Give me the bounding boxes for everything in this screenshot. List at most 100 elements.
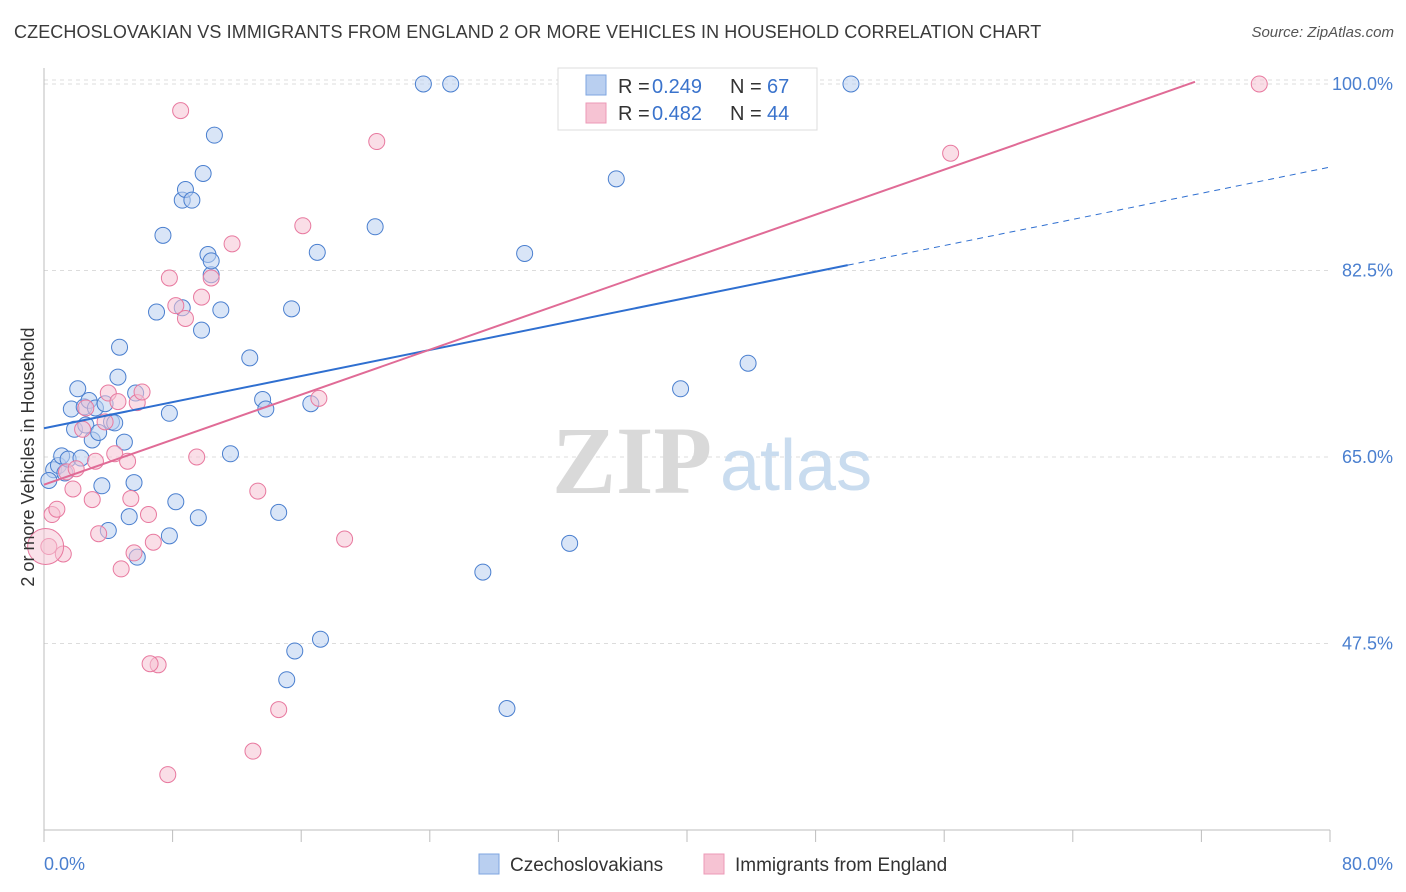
x-tick-labels: 0.0% 80.0%	[44, 854, 1393, 874]
legend-n-label-2: N =	[730, 103, 762, 125]
bottom-legend: Czechoslovakians Immigrants from England	[478, 853, 947, 876]
trend-lines	[43, 80, 1331, 486]
data-point-czechoslovakians	[286, 642, 304, 660]
data-point-england	[77, 399, 95, 417]
data-point-england	[1250, 75, 1268, 93]
data-point-czechoslovakians	[739, 354, 757, 372]
data-point-czechoslovakians	[474, 563, 492, 581]
data-point-czechoslovakians	[672, 380, 690, 398]
data-point-czechoslovakians	[270, 503, 288, 521]
data-point-england	[223, 235, 241, 253]
watermark-atlas: atlas	[720, 426, 872, 506]
data-point-england	[48, 500, 66, 518]
data-point-england	[139, 506, 157, 524]
data-point-czechoslovakians	[221, 445, 239, 463]
bottom-legend-swatch-pink	[703, 853, 725, 875]
data-point-england	[270, 701, 288, 719]
top-legend: R = 0.249 N = 67 R = 0.482 N = 44	[557, 67, 818, 131]
trend-line-czechoslovakians	[43, 264, 848, 430]
chart-title: CZECHOSLOVAKIAN VS IMMIGRANTS FROM ENGLA…	[14, 22, 1042, 42]
data-point-england	[83, 491, 101, 509]
data-point-czechoslovakians	[160, 527, 178, 545]
data-point-england	[159, 766, 177, 784]
data-point-czechoslovakians	[183, 191, 201, 209]
data-point-czechoslovakians	[212, 301, 230, 319]
data-point-czechoslovakians	[193, 321, 211, 339]
data-point-england	[368, 133, 386, 151]
data-point-england	[172, 102, 190, 120]
data-point-czechoslovakians	[148, 303, 166, 321]
data-point-england	[122, 490, 140, 508]
data-point-england	[244, 742, 262, 760]
data-point-czechoslovakians	[607, 170, 625, 188]
data-point-england	[90, 525, 108, 543]
bottom-legend-label-czechoslovakians: Czechoslovakians	[510, 855, 663, 876]
data-point-england	[74, 420, 92, 438]
legend-r-label-2: R =	[618, 103, 650, 125]
x-tick-label: 0.0%	[44, 854, 85, 874]
data-point-england	[125, 544, 143, 562]
data-point-england	[193, 288, 211, 306]
y-tick-label: 100.0%	[1332, 74, 1393, 94]
legend-n-label-1: N =	[730, 76, 762, 98]
data-point-czechoslovakians	[189, 509, 207, 527]
data-point-czechoslovakians	[442, 75, 460, 93]
data-point-czechoslovakians	[842, 75, 860, 93]
y-tick-label: 47.5%	[1342, 633, 1393, 653]
data-point-czechoslovakians	[414, 75, 432, 93]
data-point-england-large	[27, 528, 65, 566]
data-point-czechoslovakians	[125, 474, 143, 492]
data-point-czechoslovakians	[202, 252, 220, 270]
data-point-england	[64, 480, 82, 498]
data-point-czechoslovakians	[278, 671, 296, 689]
y-axis-label: 2 or more Vehicles in Household	[18, 327, 38, 586]
legend-r-value-2: 0.482	[652, 103, 702, 125]
trend-line-england	[43, 80, 1196, 486]
data-point-czechoslovakians	[516, 244, 534, 262]
watermark-zip: ZIP	[552, 407, 712, 514]
legend-r-label-1: R =	[618, 76, 650, 98]
legend-n-value-2: 44	[767, 103, 789, 125]
data-point-czechoslovakians	[115, 433, 133, 451]
data-point-england	[96, 413, 114, 431]
data-point-england	[133, 383, 151, 401]
data-point-czechoslovakians	[241, 349, 259, 367]
data-point-england	[167, 297, 185, 315]
data-point-england	[294, 217, 312, 235]
data-point-england	[249, 482, 267, 500]
watermark: ZIP atlas	[552, 407, 872, 514]
data-point-czechoslovakians	[205, 126, 223, 144]
trend-line-czechoslovakians-extension	[847, 166, 1331, 266]
data-point-england	[141, 655, 159, 673]
data-point-england	[942, 144, 960, 162]
data-point-czechoslovakians	[561, 534, 579, 552]
y-tick-labels: 47.5% 65.0% 82.5% 100.0%	[1332, 74, 1393, 654]
x-tick-label: 80.0%	[1342, 854, 1393, 874]
data-point-england	[310, 389, 328, 407]
series-england-points	[27, 75, 1268, 784]
data-point-czechoslovakians	[167, 493, 185, 511]
legend-n-value-1: 67	[767, 76, 789, 98]
legend-swatch-pink	[585, 102, 607, 124]
y-tick-label: 65.0%	[1342, 447, 1393, 467]
data-point-england	[188, 448, 206, 466]
data-point-czechoslovakians	[93, 477, 111, 495]
data-point-czechoslovakians	[311, 630, 329, 648]
legend-swatch-blue	[585, 74, 607, 96]
data-point-england	[109, 393, 127, 411]
data-point-england	[202, 269, 220, 287]
data-point-england	[160, 269, 178, 287]
y-tick-label: 82.5%	[1342, 260, 1393, 280]
data-point-czechoslovakians	[498, 700, 516, 718]
data-point-czechoslovakians	[160, 404, 178, 422]
axes	[43, 68, 1331, 842]
bottom-legend-swatch-blue	[478, 853, 500, 875]
data-point-czechoslovakians	[154, 226, 172, 244]
data-point-czechoslovakians	[308, 243, 326, 261]
data-point-czechoslovakians	[194, 165, 212, 183]
data-point-czechoslovakians	[109, 368, 127, 386]
data-point-czechoslovakians	[69, 380, 87, 398]
grid-lines	[44, 79, 1330, 644]
data-point-england	[336, 530, 354, 548]
